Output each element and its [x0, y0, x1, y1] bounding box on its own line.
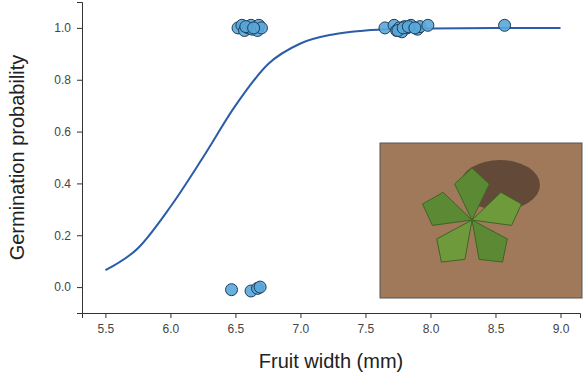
- x-tick: 6.0: [163, 313, 180, 336]
- y-tick: 0.2: [54, 229, 82, 243]
- x-tick: 5.5: [98, 313, 115, 336]
- y-tick-label: 0.6: [54, 125, 71, 139]
- inset-background: [380, 143, 582, 298]
- x-tick-label: 6.0: [163, 322, 180, 336]
- x-tick-mark: [495, 313, 496, 318]
- y-axis-title: Germination probability: [6, 55, 28, 261]
- x-axis-title: Fruit width (mm): [259, 350, 403, 372]
- y-axis-line: [77, 3, 83, 314]
- y-tick-mark: [77, 235, 82, 236]
- x-axis: 5.5 6.0 6.5 7.0 7.5 8.0 8.5 9.0: [83, 313, 581, 336]
- data-point: [248, 22, 260, 34]
- inset-lobe: [472, 192, 521, 225]
- x-axis-line: [83, 314, 581, 319]
- y-tick-mark: [77, 28, 82, 29]
- y-tick-mark: [77, 80, 82, 81]
- x-tick: 6.5: [228, 313, 245, 336]
- y-tick: 0.8: [54, 73, 82, 87]
- y-tick-label: 1.0: [54, 21, 71, 35]
- y-tick: 0.4: [54, 177, 82, 191]
- x-tick-mark: [105, 313, 106, 318]
- x-tick-mark: [560, 313, 561, 318]
- y-tick-mark: [77, 183, 82, 184]
- y-tick: 1.0: [54, 21, 82, 35]
- y-tick-label: 0.0: [54, 280, 71, 294]
- y-axis: 0.0 0.2 0.4 0.6 0.8 1.0: [54, 3, 82, 314]
- data-point: [409, 22, 421, 34]
- chart: 5.5 6.0 6.5 7.0 7.5 8.0 8.5 9.0 0.0 0.2 0.4 0.6 0.8 1…: [0, 0, 586, 376]
- x-tick-mark: [235, 313, 236, 318]
- y-tick: 0.6: [54, 125, 82, 139]
- data-point: [254, 281, 266, 293]
- x-tick-mark: [365, 313, 366, 318]
- inset-lobe: [472, 220, 507, 262]
- data-point: [499, 19, 511, 31]
- y-tick: 0.0: [54, 280, 82, 294]
- x-tick-label: 7.5: [358, 322, 375, 336]
- x-tick: 7.5: [358, 313, 375, 336]
- x-tick-label: 9.0: [553, 322, 570, 336]
- y-tick-mark: [77, 287, 82, 288]
- x-tick: 7.0: [293, 313, 310, 336]
- y-tick-mark: [77, 132, 82, 133]
- x-tick-mark: [300, 313, 301, 318]
- x-tick-label: 6.5: [228, 322, 245, 336]
- x-tick: 8.5: [488, 313, 505, 336]
- inset-lobe: [437, 220, 472, 262]
- inset-lobe: [423, 192, 472, 225]
- y-tick-label: 0.2: [54, 229, 71, 243]
- x-tick-mark: [170, 313, 171, 318]
- x-tick-label: 8.0: [423, 322, 440, 336]
- y-tick-label: 0.8: [54, 73, 71, 87]
- x-tick: 8.0: [423, 313, 440, 336]
- inset-photo: [380, 143, 582, 298]
- x-tick: 9.0: [553, 313, 570, 336]
- x-tick-label: 5.5: [98, 322, 115, 336]
- data-point: [226, 284, 238, 296]
- x-tick-label: 8.5: [488, 322, 505, 336]
- y-tick-label: 0.4: [54, 177, 71, 191]
- x-tick-mark: [430, 313, 431, 318]
- x-tick-label: 7.0: [293, 322, 310, 336]
- data-point: [422, 19, 434, 31]
